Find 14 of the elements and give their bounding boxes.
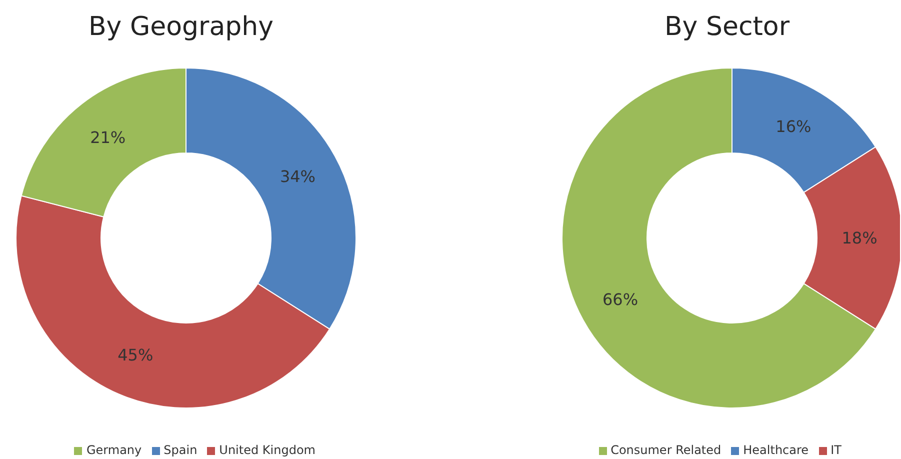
legend-label: Spain bbox=[164, 443, 198, 457]
chart-title: By Geography bbox=[87, 12, 275, 42]
data-label: 45% bbox=[118, 346, 154, 365]
legend-label: Germany bbox=[86, 443, 142, 457]
data-label: 21% bbox=[90, 128, 126, 147]
data-label: 16% bbox=[776, 116, 812, 136]
legend-label: United Kingdom bbox=[219, 443, 316, 457]
legend-label: Consumer Related bbox=[610, 443, 722, 457]
legend-label: Healthcare bbox=[743, 443, 809, 457]
chart-title: By Sector bbox=[663, 12, 791, 42]
data-label: 34% bbox=[280, 167, 316, 186]
data-label: 66% bbox=[602, 290, 638, 309]
legend-label: IT bbox=[830, 443, 842, 457]
data-label: 18% bbox=[842, 228, 878, 248]
